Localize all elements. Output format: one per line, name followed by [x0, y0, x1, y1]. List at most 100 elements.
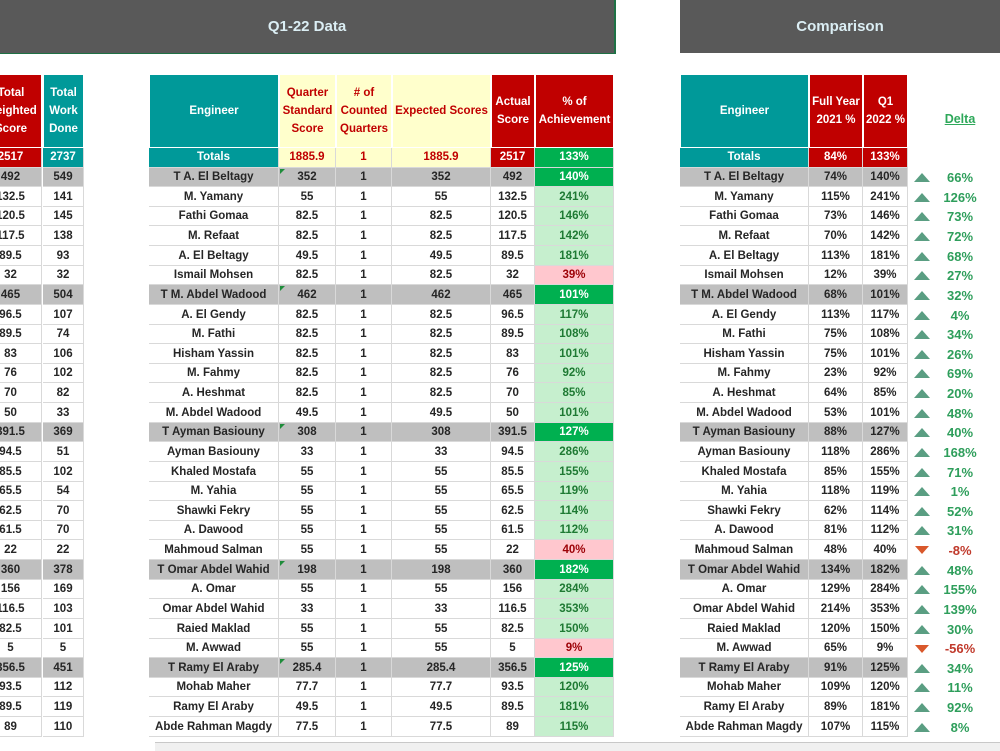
expected-score-cell[interactable]: 49.5: [392, 697, 491, 717]
engineer-cell[interactable]: Ayman Basiouny: [149, 442, 279, 462]
counted-quarters-cell[interactable]: 1: [336, 540, 392, 560]
q1-cell[interactable]: 101%: [863, 285, 908, 305]
standard-score-cell[interactable]: 55: [279, 501, 336, 521]
work-done-cell[interactable]: 138: [43, 226, 84, 246]
delta-value[interactable]: 71%: [946, 464, 974, 480]
full-year-cell[interactable]: 53%: [809, 403, 863, 423]
actual-score-cell[interactable]: 82.5: [491, 619, 535, 639]
actual-score-cell[interactable]: 89: [491, 717, 535, 737]
engineer-cell[interactable]: A. Dawood: [149, 521, 279, 540]
engineer-cell[interactable]: T Ramy El Araby: [149, 658, 279, 678]
cmp-engineer-cell[interactable]: M. Fathi: [680, 325, 809, 344]
weighted-score-cell[interactable]: 82.5: [0, 619, 42, 639]
full-year-cell[interactable]: 62%: [809, 501, 863, 521]
work-done-cell[interactable]: 22: [43, 540, 84, 560]
header-counted-quarters[interactable]: # of Counted Quarters: [336, 74, 392, 148]
expected-score-cell[interactable]: 55: [392, 580, 491, 599]
engineer-cell[interactable]: T Omar Abdel Wahid: [149, 560, 279, 580]
q1-cell[interactable]: 353%: [863, 599, 908, 619]
work-done-cell[interactable]: 110: [43, 717, 84, 737]
achievement-cell[interactable]: 125%: [535, 658, 614, 678]
actual-score-cell[interactable]: 32: [491, 266, 535, 285]
delta-value[interactable]: 8%: [950, 719, 970, 735]
cmp-engineer-cell[interactable]: A. Omar: [680, 580, 809, 599]
expected-score-cell[interactable]: 55: [392, 619, 491, 639]
delta-value[interactable]: 168%: [943, 444, 977, 460]
counted-quarters-cell[interactable]: 1: [336, 619, 392, 639]
header-full-year-2021[interactable]: Full Year 2021 %: [809, 74, 863, 148]
actual-score-cell[interactable]: 85.5: [491, 462, 535, 482]
work-done-cell[interactable]: 74: [43, 325, 84, 344]
q1-cell[interactable]: 112%: [863, 521, 908, 540]
expected-score-cell[interactable]: 352: [392, 168, 491, 187]
full-year-cell[interactable]: 113%: [809, 305, 863, 325]
cmp-engineer-cell[interactable]: Ramy El Araby: [680, 697, 809, 717]
full-year-cell[interactable]: 107%: [809, 717, 863, 737]
engineer-cell[interactable]: M. Awwad: [149, 639, 279, 658]
engineer-cell[interactable]: M. Fathi: [149, 325, 279, 344]
weighted-score-cell[interactable]: 5: [0, 639, 42, 658]
q1-cell[interactable]: 9%: [863, 639, 908, 658]
achievement-cell[interactable]: 40%: [535, 540, 614, 560]
cmp-engineer-cell[interactable]: Ismail Mohsen: [680, 266, 809, 285]
q1-cell[interactable]: 120%: [863, 678, 908, 697]
expected-score-cell[interactable]: 82.5: [392, 344, 491, 364]
actual-score-cell[interactable]: 132.5: [491, 187, 535, 207]
expected-score-cell[interactable]: 285.4: [392, 658, 491, 678]
totals-pct[interactable]: 133%: [535, 148, 614, 168]
weighted-score-cell[interactable]: 360: [0, 560, 42, 580]
header-q1-2022[interactable]: Q1 2022 %: [863, 74, 908, 148]
weighted-score-cell[interactable]: 356.5: [0, 658, 42, 678]
weighted-score-cell[interactable]: 120.5: [0, 207, 42, 226]
counted-quarters-cell[interactable]: 1: [336, 482, 392, 501]
work-done-cell[interactable]: 107: [43, 305, 84, 325]
counted-quarters-cell[interactable]: 1: [336, 599, 392, 619]
engineer-cell[interactable]: Omar Abdel Wahid: [149, 599, 279, 619]
cmp-totals-label[interactable]: Totals: [680, 148, 809, 168]
actual-score-cell[interactable]: 61.5: [491, 521, 535, 540]
standard-score-cell[interactable]: 308: [279, 423, 336, 442]
q1-cell[interactable]: 114%: [863, 501, 908, 521]
cmp-engineer-cell[interactable]: T M. Abdel Wadood: [680, 285, 809, 305]
work-done-cell[interactable]: 82: [43, 383, 84, 403]
expected-score-cell[interactable]: 462: [392, 285, 491, 305]
work-done-cell[interactable]: 145: [43, 207, 84, 226]
cmp-engineer-cell[interactable]: Khaled Mostafa: [680, 462, 809, 482]
actual-score-cell[interactable]: 94.5: [491, 442, 535, 462]
expected-score-cell[interactable]: 82.5: [392, 266, 491, 285]
engineer-cell[interactable]: Ramy El Araby: [149, 697, 279, 717]
engineer-cell[interactable]: Fathi Gomaa: [149, 207, 279, 226]
work-done-cell[interactable]: 102: [43, 364, 84, 383]
cmp-engineer-cell[interactable]: M. Fahmy: [680, 364, 809, 383]
standard-score-cell[interactable]: 49.5: [279, 246, 336, 266]
delta-value[interactable]: 139%: [943, 601, 977, 617]
header-expected-scores[interactable]: Expected Scores: [392, 74, 491, 148]
achievement-cell[interactable]: 101%: [535, 344, 614, 364]
weighted-score-cell[interactable]: 117.5: [0, 226, 42, 246]
engineer-cell[interactable]: Mahmoud Salman: [149, 540, 279, 560]
q1-cell[interactable]: 181%: [863, 246, 908, 266]
achievement-cell[interactable]: 9%: [535, 639, 614, 658]
standard-score-cell[interactable]: 49.5: [279, 697, 336, 717]
standard-score-cell[interactable]: 55: [279, 462, 336, 482]
q1-cell[interactable]: 286%: [863, 442, 908, 462]
work-done-cell[interactable]: 119: [43, 697, 84, 717]
delta-value[interactable]: 4%: [950, 307, 970, 323]
counted-quarters-cell[interactable]: 1: [336, 207, 392, 226]
q1-cell[interactable]: 181%: [863, 697, 908, 717]
achievement-cell[interactable]: 155%: [535, 462, 614, 482]
achievement-cell[interactable]: 241%: [535, 187, 614, 207]
standard-score-cell[interactable]: 352: [279, 168, 336, 187]
cmp-engineer-cell[interactable]: M. Abdel Wadood: [680, 403, 809, 423]
full-year-cell[interactable]: 64%: [809, 383, 863, 403]
expected-score-cell[interactable]: 55: [392, 482, 491, 501]
actual-score-cell[interactable]: 96.5: [491, 305, 535, 325]
weighted-score-cell[interactable]: 70: [0, 383, 42, 403]
work-done-cell[interactable]: 93: [43, 246, 84, 266]
q1-cell[interactable]: 284%: [863, 580, 908, 599]
work-done-cell[interactable]: 451: [43, 658, 84, 678]
cmp-engineer-cell[interactable]: A. El Beltagy: [680, 246, 809, 266]
standard-score-cell[interactable]: 55: [279, 619, 336, 639]
delta-value[interactable]: 155%: [943, 582, 977, 597]
q1-cell[interactable]: 127%: [863, 423, 908, 442]
